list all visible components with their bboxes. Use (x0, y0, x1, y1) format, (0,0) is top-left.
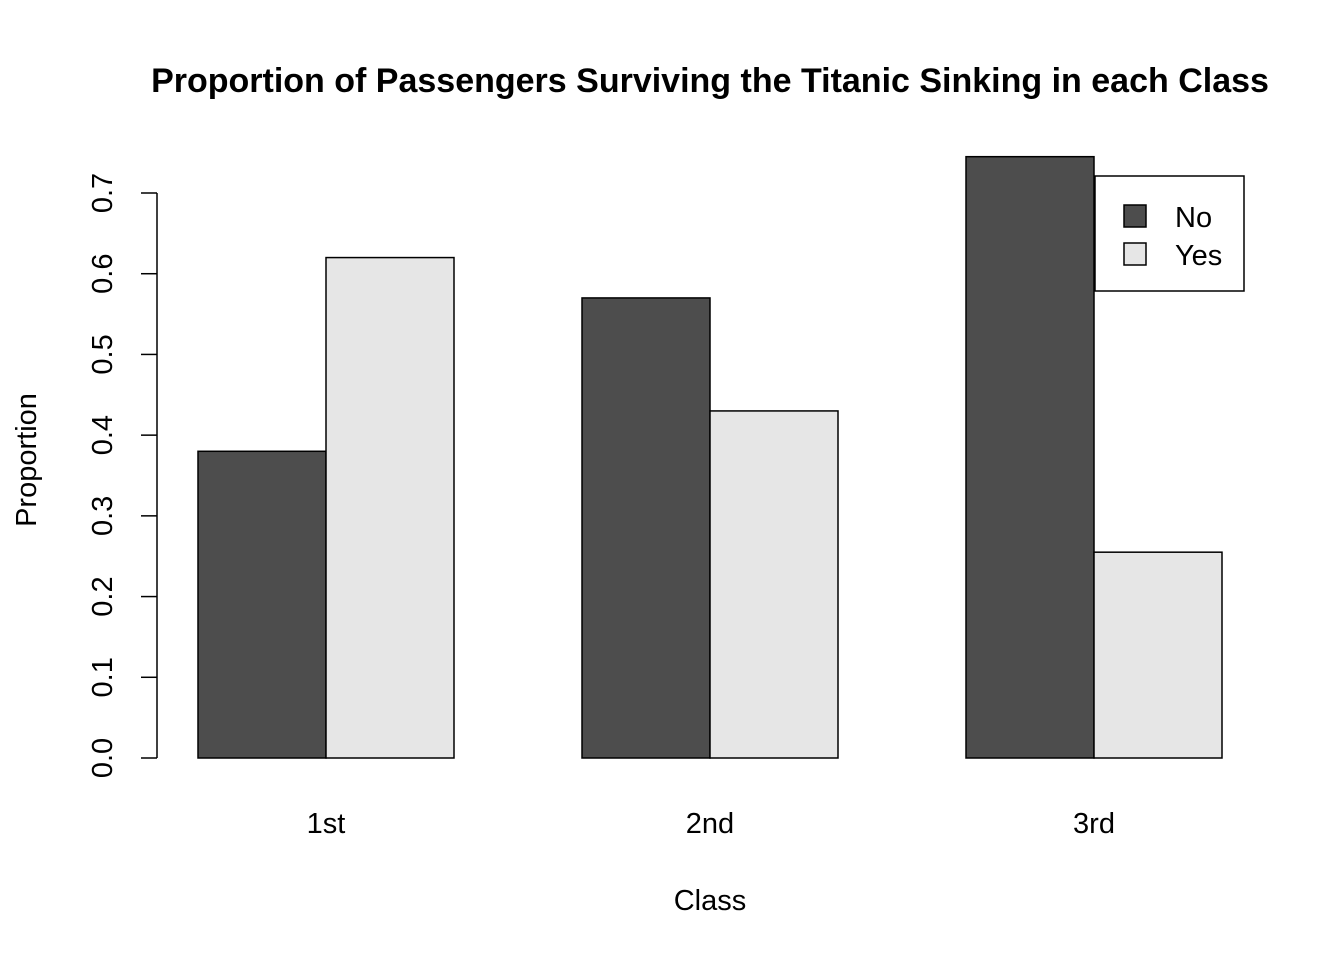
legend-box (1094, 175, 1245, 292)
y-tick-label: 0.1 (87, 657, 119, 697)
legend: No Yes (1094, 175, 1245, 292)
legend-label-yes: Yes (1175, 240, 1222, 272)
bar-yes-2nd (709, 410, 839, 759)
x-axis-label: Class (674, 885, 747, 917)
x-tick-label: 1st (307, 808, 346, 840)
y-tick-label: 0.5 (87, 334, 119, 374)
y-tick-label: 0.7 (87, 173, 119, 213)
y-tick-label: 0.4 (87, 415, 119, 455)
y-axis-label: Proportion (11, 393, 43, 527)
y-tick-label: 0.6 (87, 254, 119, 294)
legend-label-no: No (1175, 202, 1212, 234)
legend-swatch-no (1123, 204, 1147, 228)
bars (197, 155, 1223, 759)
bar-yes-3rd (1093, 551, 1223, 759)
chart-title: Proportion of Passengers Surviving the T… (151, 62, 1269, 100)
bar-no-2nd (581, 297, 711, 759)
y-tick-label: 0.0 (87, 738, 119, 778)
x-axis-ticks: 1st 2nd 3rd (307, 808, 1115, 840)
x-tick-label: 2nd (686, 808, 734, 840)
y-tick-label: 0.2 (87, 576, 119, 616)
y-axis: 0.0 0.1 0.2 0.3 0.4 0.5 0.6 0.7 (87, 173, 158, 778)
x-tick-label: 3rd (1073, 808, 1115, 840)
legend-swatch-yes (1123, 242, 1147, 266)
y-tick-label: 0.3 (87, 496, 119, 536)
bar-yes-1st (325, 256, 455, 759)
bar-no-3rd (965, 155, 1095, 759)
bar-no-1st (197, 450, 327, 759)
